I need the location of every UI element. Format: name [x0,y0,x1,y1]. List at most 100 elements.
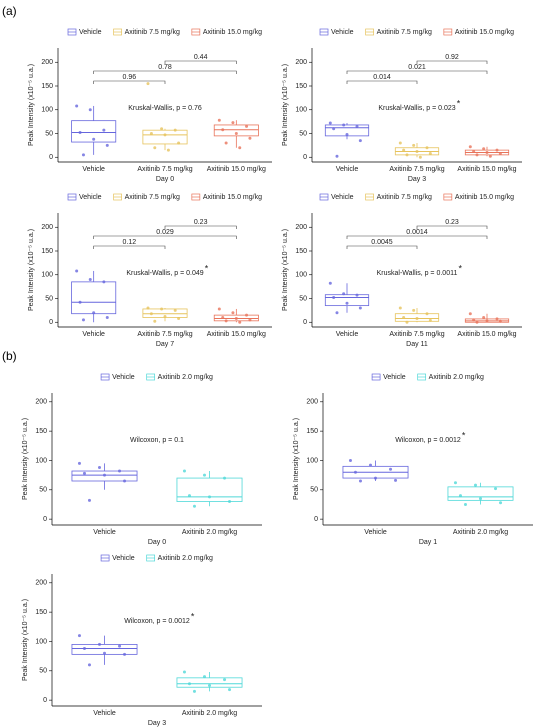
data-point [82,647,86,651]
legend-label: Vehicle [383,374,406,381]
data-point [192,689,196,693]
y-tick-label: 150 [306,428,318,435]
y-tick-label: 100 [35,457,47,464]
data-point [87,663,91,667]
x-tick-label: Vehicle [82,331,105,338]
significance: * [458,263,462,273]
x-tick-label: Vehicle [336,166,359,173]
data-point [402,316,406,319]
y-tick-label: 200 [35,580,47,587]
y-tick-label: 0 [43,516,47,523]
legend-label: Vehicle [331,194,354,201]
data-point [425,312,429,316]
data-point [123,479,127,483]
x-tick-label: Axitinib 7.5 mg/kg [389,166,444,173]
comparison-p: 0.0045 [371,239,393,246]
legend-label: Vehicle [112,374,135,381]
data-point [160,127,164,131]
data-point [102,280,106,284]
x-tick-label: Vehicle [82,166,105,173]
data-point [177,316,181,320]
data-point [173,308,177,312]
y-tick-label: 0 [314,516,318,523]
y-tick-label: 200 [41,224,53,231]
y-tick-label: 200 [295,224,307,231]
legend-label: Axitinib 2.0 mg/kg [429,374,484,381]
data-point [166,148,170,152]
x-tick-label: Axitinib 2.0 mg/kg [182,710,237,717]
data-point [494,487,498,491]
box [213,124,259,137]
legend-label: Axitinib 7.5 mg/kg [125,29,180,36]
data-point [485,151,489,154]
y-tick-label: 50 [39,487,47,494]
y-tick-label: 0 [303,319,307,326]
box [176,677,243,688]
data-point [472,318,476,322]
data-point [358,306,362,310]
data-point [187,682,191,686]
legend-label: Vehicle [331,29,354,36]
bracket [346,70,488,74]
y-axis-label: Peak Intensity (x10⁻⁵ u.a.) [293,418,300,500]
y-tick-label: 50 [45,295,53,302]
test-result: Kruskal-Wallis, p = 0.76 [128,105,202,112]
data-point [221,316,225,319]
y-tick-label: 50 [310,487,318,494]
y-tick-label: 150 [41,83,53,90]
comparison-p: 0.021 [408,64,426,71]
data-point [88,278,92,281]
data-point [245,124,249,128]
y-tick-label: 100 [41,272,53,279]
data-point [87,498,91,502]
data-point [418,155,422,159]
legend-label: Axitinib 15.0 mg/kg [203,29,262,36]
data-point [223,476,227,480]
data-point [105,316,109,319]
data-point [234,132,238,135]
comparison-p: 0.029 [156,229,174,236]
y-tick-label: 100 [306,457,318,464]
legend-label: Vehicle [79,194,102,201]
data-point [223,678,227,682]
data-point [398,141,402,145]
test-result: Kruskal-Wallis, p = 0.023 [378,105,455,112]
box [71,120,117,143]
comparison-p: 0.23 [194,219,208,226]
y-axis-label: Peak Intensity (x10⁻⁵ u.a.) [28,229,35,311]
data-point [488,154,492,158]
data-point [355,293,359,297]
comparison-p: 0.44 [194,54,208,61]
y-tick-label: 200 [295,59,307,66]
part-label: (b) [2,349,17,363]
data-point [182,469,186,473]
bracket [164,60,237,64]
data-point [394,478,398,482]
y-axis-label: Peak Intensity (x10⁻⁵ u.a.) [28,64,35,146]
data-point [475,153,479,157]
bracket [346,245,418,249]
data-point [402,148,406,152]
data-point [228,500,232,504]
data-point [428,151,432,155]
comparison-p: 0.92 [445,54,459,61]
legend: Vehicle Axitinib 7.5 mg/kg Axitinib 15.0 m… [319,193,514,201]
data-point [479,497,482,501]
data-point [146,82,150,86]
data-point [224,141,228,145]
data-point [342,292,346,296]
data-point [485,319,489,323]
x-tick-label: Axitinib 2.0 mg/kg [182,529,237,536]
bracket [93,245,166,249]
data-point [217,307,221,311]
data-point [153,146,157,150]
y-tick-label: 200 [306,399,318,406]
data-point [75,269,79,273]
data-point [75,104,79,108]
data-point [495,317,499,321]
data-point [345,301,349,305]
significance: * [462,430,466,440]
data-point [368,463,372,467]
data-point [78,300,82,304]
bracket [93,235,237,239]
